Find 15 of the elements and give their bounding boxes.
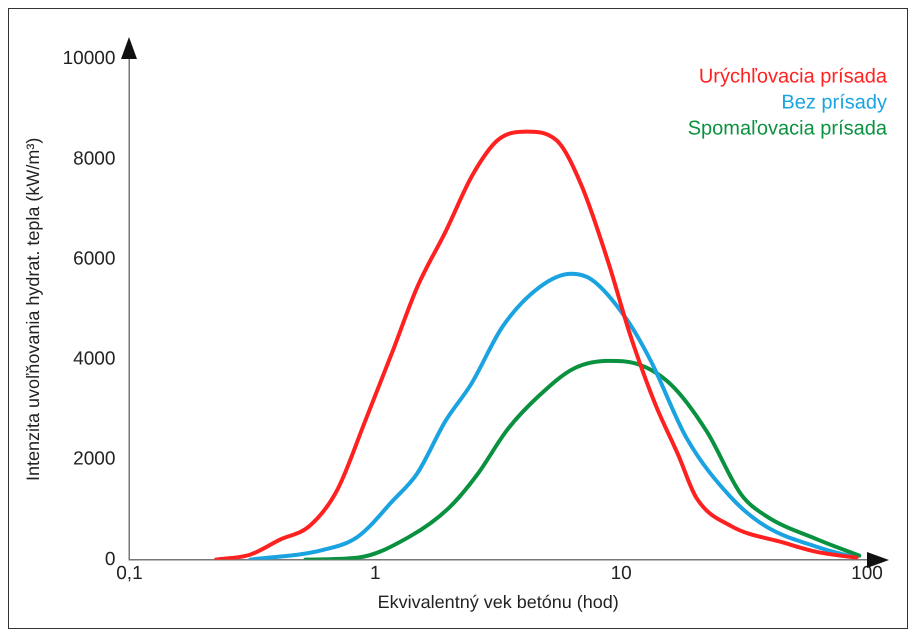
x-axis-title: Ekvivalentný vek betónu (hod) bbox=[378, 592, 619, 612]
y-tick-label: 8000 bbox=[73, 148, 116, 170]
y-tick-label: 6000 bbox=[73, 248, 116, 270]
text: Spomaľovacia prísada bbox=[688, 118, 888, 140]
x-tick-label: 10 bbox=[610, 563, 632, 584]
text: Bez prísady bbox=[781, 92, 887, 114]
y-tick-label: 0 bbox=[104, 548, 116, 570]
text: Urýchľovacia prísada bbox=[698, 66, 888, 88]
x-tick-label: 1 bbox=[370, 563, 381, 584]
y-axis-title: Intenzita uvoľňovania hydrat. tepla (kW/m³) bbox=[22, 138, 43, 482]
x-tick-label: 100 bbox=[851, 563, 883, 584]
y-tick-label: 10000 bbox=[62, 48, 116, 70]
x-tick-label: 0,1 bbox=[116, 563, 143, 584]
y-tick-label: 2000 bbox=[73, 448, 116, 470]
y-tick-label: 4000 bbox=[73, 348, 116, 370]
